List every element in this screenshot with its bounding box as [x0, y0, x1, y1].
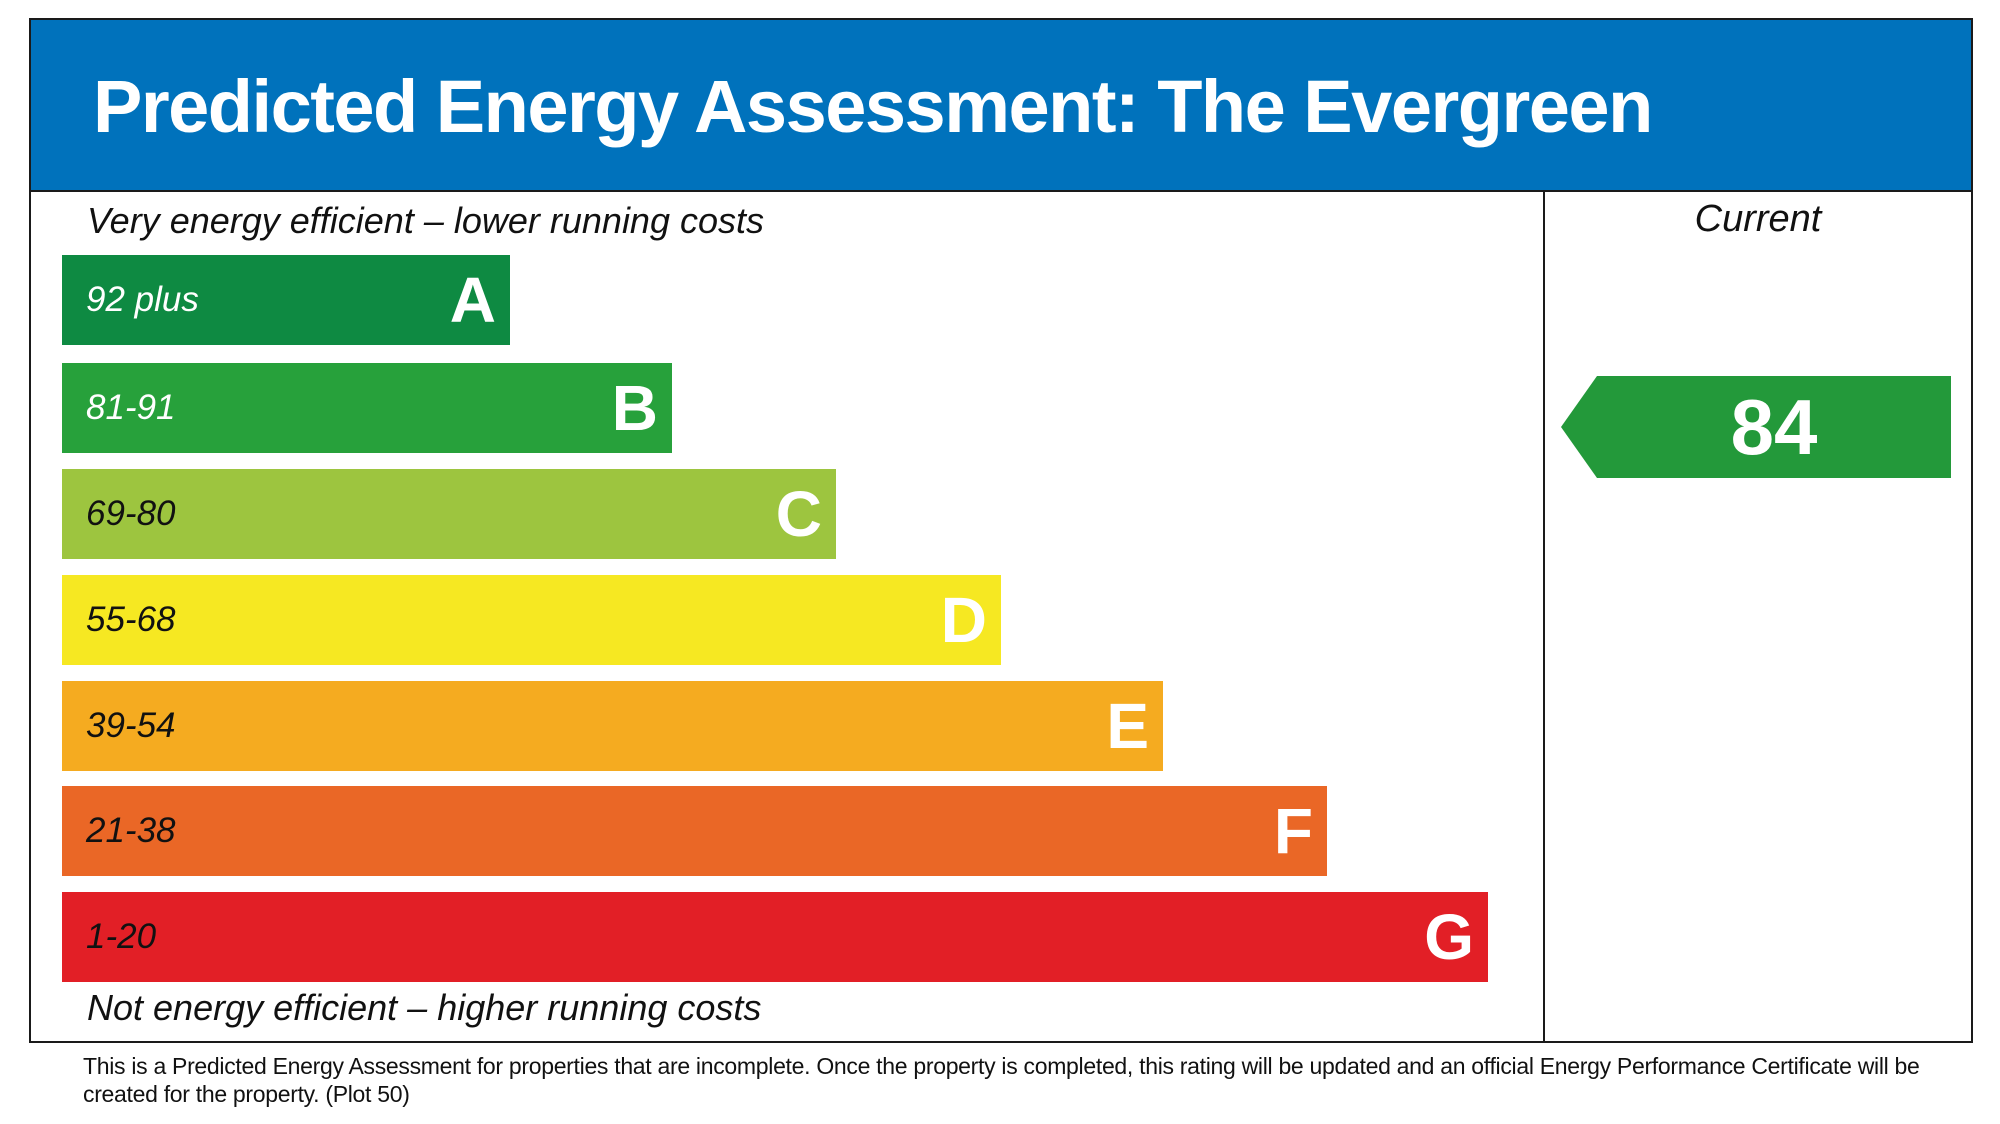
top-caption: Very energy efficient – lower running co…	[87, 200, 765, 241]
band-letter: C	[775, 478, 822, 550]
band-c: 69-80 C	[62, 469, 836, 559]
band-range: 39-54	[86, 706, 176, 745]
band-range: 69-80	[86, 494, 176, 533]
arrow-shape	[1561, 376, 1951, 478]
band-letter: E	[1106, 690, 1149, 762]
band-letter: G	[1424, 901, 1474, 973]
band-b: 81-91 B	[62, 363, 672, 453]
page-title: Predicted Energy Assessment: The Evergre…	[93, 65, 1653, 148]
band-a: 92 plus A	[62, 255, 510, 345]
band-letter: D	[940, 584, 987, 656]
band-g: 1-20 G	[62, 892, 1488, 982]
band-f: 21-38 F	[62, 786, 1327, 876]
current-rating-value: 84	[1730, 383, 1818, 471]
band-letter: B	[611, 372, 658, 444]
band-range: 55-68	[86, 600, 176, 639]
current-rating-arrow: 84	[1561, 376, 1951, 478]
band-d: 55-68 D	[62, 575, 1001, 665]
band-range: 81-91	[86, 388, 176, 427]
current-column-label: Current	[1694, 198, 1822, 240]
band-range: 21-38	[86, 811, 176, 850]
band-letter: F	[1273, 795, 1313, 867]
column-divider	[1543, 192, 1545, 1041]
bottom-caption: Not energy efficient – higher running co…	[87, 987, 762, 1028]
header-banner: Predicted Energy Assessment: The Evergre…	[31, 20, 1971, 192]
band-range: 1-20	[86, 917, 157, 956]
band-letter: A	[449, 264, 496, 336]
band-range: 92 plus	[86, 280, 199, 319]
band-e: 39-54 E	[62, 681, 1163, 771]
footer-note: This is a Predicted Energy Assessment fo…	[83, 1053, 1920, 1107]
energy-rating-chart: Predicted Energy Assessment: The Evergre…	[29, 18, 1973, 1043]
